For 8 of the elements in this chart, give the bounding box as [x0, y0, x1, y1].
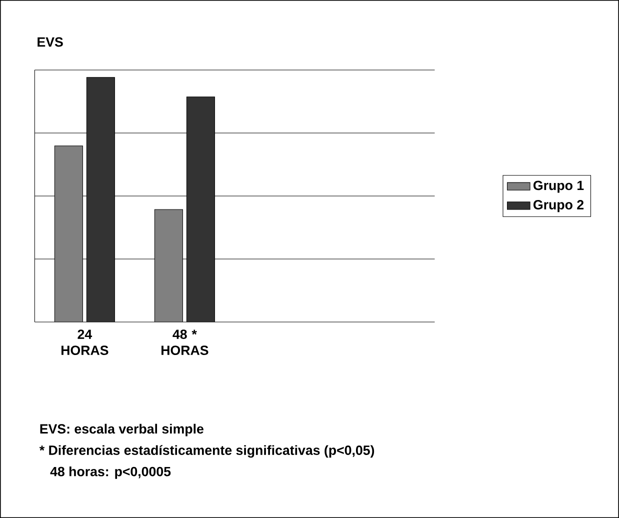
x-tick-label: 24 HORAS	[62, 330, 108, 356]
text: 48 horas: p<0,0005	[50, 466, 171, 479]
legend-label: Grupo 2	[533, 200, 584, 212]
legend-label: Grupo 1	[533, 180, 584, 193]
text: * Diferencias estadísticamente significativas (p<0,05)	[39, 445, 374, 458]
y-axis-title: EVS	[38, 37, 63, 47]
text: EVS: escala verbal simple	[40, 424, 204, 436]
x-tick-label: 48 * HORAS	[162, 330, 208, 356]
